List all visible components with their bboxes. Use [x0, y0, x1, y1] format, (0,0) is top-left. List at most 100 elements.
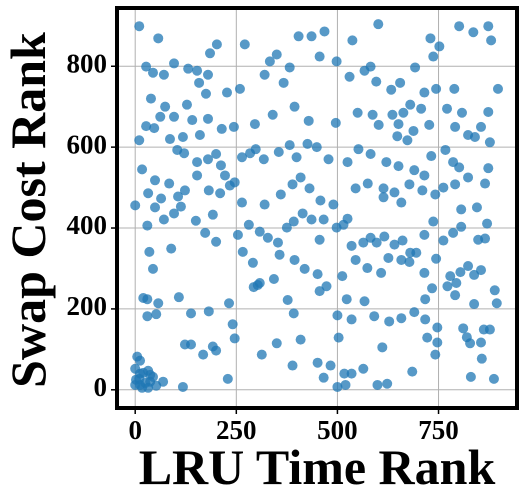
scatter-point — [404, 256, 415, 267]
scatter-point — [469, 299, 480, 310]
scatter-point — [318, 214, 329, 225]
scatter-point — [362, 178, 373, 189]
scatter-point — [378, 183, 389, 194]
scatter-point — [143, 188, 154, 199]
scatter-point — [142, 311, 153, 322]
scatter-point — [454, 21, 465, 32]
scatter-point — [428, 216, 439, 227]
scatter-point — [155, 111, 166, 122]
scatter-point — [451, 278, 462, 289]
scatter-point — [333, 332, 344, 343]
scatter-point — [427, 283, 438, 294]
scatter-point — [273, 146, 284, 157]
scatter-point — [350, 183, 361, 194]
scatter-point — [381, 157, 392, 168]
scatter-point — [488, 373, 499, 384]
scatter-point — [377, 342, 388, 353]
scatter-point — [158, 376, 169, 387]
scatter-point — [314, 51, 325, 62]
scatter-point — [456, 107, 467, 118]
scatter-point — [142, 220, 153, 231]
scatter-point — [158, 214, 169, 225]
plot-frame — [115, 6, 519, 410]
scatter-point — [431, 83, 442, 94]
scatter-point — [216, 123, 227, 134]
scatter-point — [137, 164, 148, 175]
scatter-point — [153, 298, 164, 309]
scatter-point — [325, 360, 336, 371]
scatter-point — [203, 185, 214, 196]
scatter-point — [299, 263, 310, 274]
scatter-point — [424, 119, 435, 130]
scatter-point — [359, 296, 370, 307]
scatter-point — [449, 83, 460, 94]
x-tick-label: 750 — [418, 415, 459, 445]
scatter-point — [432, 337, 443, 348]
scatter-point — [371, 76, 382, 87]
scatter-point — [365, 149, 376, 160]
scatter-point — [454, 162, 465, 173]
scatter-point — [215, 188, 226, 199]
scatter-point — [177, 132, 188, 143]
scatter-point — [465, 338, 476, 349]
scatter-point — [419, 229, 430, 240]
scatter-point — [236, 152, 247, 163]
scatter-point — [410, 62, 421, 73]
scatter-point — [432, 322, 443, 333]
scatter-point — [222, 87, 233, 98]
scatter-point — [211, 39, 222, 50]
scatter-point — [458, 323, 469, 334]
scatter-point — [130, 200, 141, 211]
scatter-point — [149, 123, 160, 134]
scatter-point — [328, 199, 339, 210]
scatter-point — [179, 185, 190, 196]
y-tick-label: 0 — [94, 372, 108, 402]
scatter-point — [463, 129, 474, 140]
scatter-point — [383, 252, 394, 263]
scatter-point — [342, 213, 353, 224]
scatter-point — [281, 222, 292, 233]
scatter-point — [173, 292, 184, 303]
scatter-point — [160, 101, 171, 112]
scatter-point — [229, 333, 240, 344]
scatter-point — [179, 148, 190, 159]
scatter-point — [192, 157, 203, 168]
scatter-point — [358, 363, 369, 374]
scatter-point — [252, 280, 263, 291]
scatter-point — [365, 61, 376, 72]
scatter-point — [211, 236, 222, 247]
scatter-point — [314, 234, 325, 245]
scatter-point — [332, 381, 343, 392]
scatter-point — [344, 71, 355, 82]
x-tick-label: 250 — [216, 415, 257, 445]
scatter-point — [264, 56, 275, 67]
scatter-point — [147, 67, 158, 78]
scatter-point — [347, 35, 358, 46]
scatter-point — [442, 103, 453, 114]
scatter-point — [491, 298, 502, 309]
scatter-point — [332, 310, 343, 321]
scatter-point — [314, 286, 325, 297]
scatter-point — [445, 271, 456, 282]
scatter-point — [411, 247, 422, 258]
scatter-point — [468, 27, 479, 38]
scatter-point — [346, 368, 357, 379]
scatter-point — [156, 193, 167, 204]
scatter-point — [282, 295, 293, 306]
scatter-point — [405, 99, 416, 110]
scatter-point — [259, 69, 270, 80]
scatter-point — [203, 113, 214, 124]
scatter-point — [192, 170, 203, 181]
scatter-point — [484, 324, 495, 335]
scatter-point — [306, 31, 317, 42]
scatter-point — [392, 131, 403, 142]
scatter-point — [150, 202, 161, 213]
scatter-point — [431, 253, 442, 264]
scatter-point — [318, 372, 329, 383]
scatter-point — [177, 381, 188, 392]
scatter-point — [289, 101, 300, 112]
scatter-point — [203, 69, 214, 80]
scatter-point — [186, 339, 197, 350]
scatter-point — [484, 137, 495, 148]
